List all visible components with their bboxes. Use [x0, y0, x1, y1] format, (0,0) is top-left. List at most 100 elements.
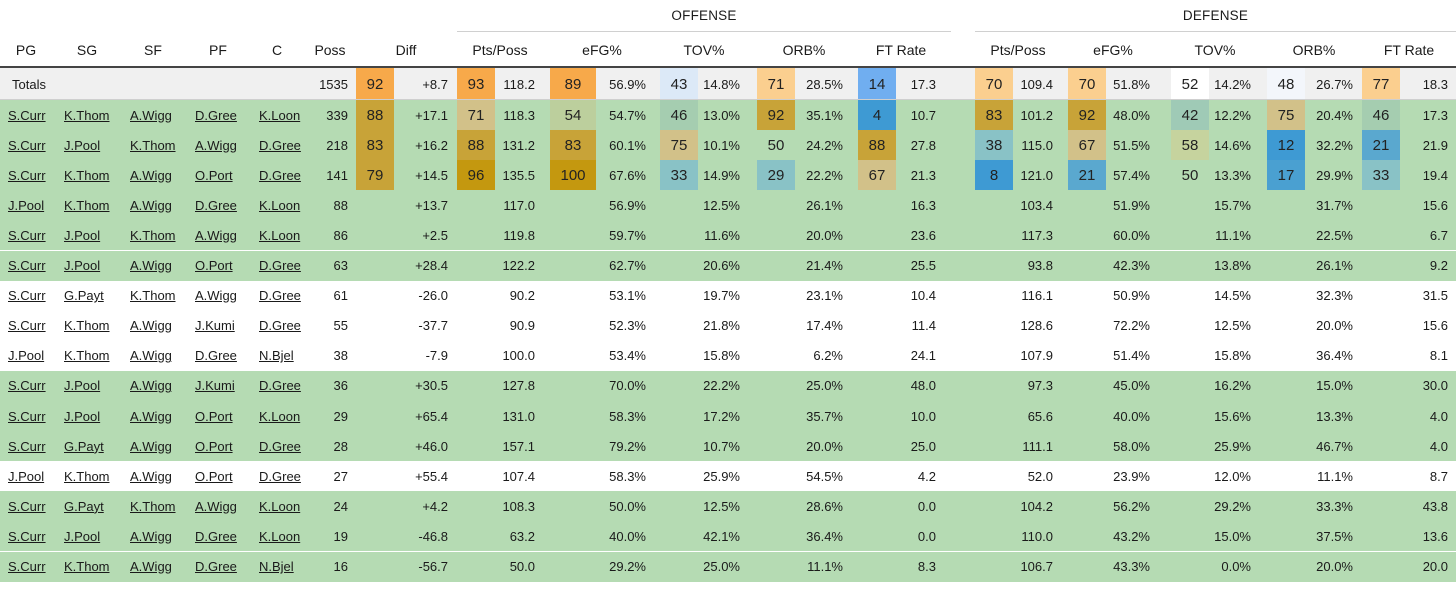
player-link[interactable]: D.Gree — [259, 468, 301, 484]
player-link[interactable]: S.Curr — [8, 498, 46, 514]
player-link[interactable]: O.Port — [195, 258, 233, 274]
player-link[interactable]: A.Wigg — [130, 107, 172, 123]
player-link[interactable]: D.Gree — [259, 288, 301, 304]
player-link[interactable]: D.Gree — [259, 258, 301, 274]
player-link[interactable]: G.Payt — [64, 438, 104, 454]
column-header-sf[interactable]: SF — [144, 42, 162, 58]
player-link[interactable]: K.Thom — [64, 559, 110, 575]
player-link[interactable]: S.Curr — [8, 528, 46, 544]
column-header-pts-poss[interactable]: Pts/Poss — [472, 42, 528, 58]
column-header-sg[interactable]: SG — [76, 42, 98, 58]
column-header-c[interactable]: C — [271, 42, 283, 58]
column-header-pg[interactable]: PG — [15, 42, 37, 58]
player-link[interactable]: J.Pool — [64, 408, 101, 424]
player-link[interactable]: A.Wigg — [195, 498, 237, 514]
column-header-efg-[interactable]: eFG% — [582, 42, 622, 58]
player-link[interactable]: A.Wigg — [130, 167, 172, 183]
player-link[interactable]: S.Curr — [8, 137, 46, 153]
player-link[interactable]: K.Thom — [130, 498, 176, 514]
column-header-pts-poss[interactable]: Pts/Poss — [990, 42, 1046, 58]
player-link[interactable]: A.Wigg — [130, 378, 172, 394]
player-link[interactable]: K.Thom — [130, 227, 176, 243]
player-link[interactable]: O.Port — [195, 438, 233, 454]
player-link[interactable]: K.Thom — [130, 137, 176, 153]
player-link[interactable]: K.Thom — [64, 167, 110, 183]
player-link[interactable]: D.Gree — [195, 559, 237, 575]
player-link[interactable]: S.Curr — [8, 167, 46, 183]
player-link[interactable]: K.Thom — [130, 288, 176, 304]
player-link[interactable]: N.Bjel — [259, 559, 294, 575]
player-link[interactable]: O.Port — [195, 408, 233, 424]
column-header-pf[interactable]: PF — [209, 42, 227, 58]
player-link[interactable]: O.Port — [195, 167, 233, 183]
column-header-poss[interactable]: Poss — [314, 42, 346, 58]
column-header-efg-[interactable]: eFG% — [1093, 42, 1133, 58]
player-link[interactable]: K.Loon — [259, 498, 301, 514]
player-link[interactable]: S.Curr — [8, 438, 46, 454]
player-link[interactable]: J.Kumi — [195, 378, 235, 394]
player-link[interactable]: A.Wigg — [130, 258, 172, 274]
player-link[interactable]: J.Pool — [64, 528, 101, 544]
player-link[interactable]: J.Pool — [64, 137, 101, 153]
player-link[interactable]: K.Thom — [64, 318, 110, 334]
player-link[interactable]: K.Loon — [259, 107, 301, 123]
player-link[interactable]: D.Gree — [259, 378, 301, 394]
column-header-diff[interactable]: Diff — [395, 42, 417, 58]
column-header-tov-[interactable]: TOV% — [683, 42, 725, 58]
player-link[interactable]: A.Wigg — [195, 137, 237, 153]
player-link[interactable]: A.Wigg — [130, 318, 172, 334]
column-header-ft-rate[interactable]: FT Rate — [875, 42, 927, 58]
player-link[interactable]: J.Pool — [8, 348, 45, 364]
player-link[interactable]: A.Wigg — [130, 438, 172, 454]
player-link[interactable]: O.Port — [195, 468, 233, 484]
player-link[interactable]: S.Curr — [8, 258, 46, 274]
player-link[interactable]: S.Curr — [8, 227, 46, 243]
player-link[interactable]: G.Payt — [64, 498, 104, 514]
totals-d_efg: 51.8% — [1113, 76, 1150, 92]
player-link[interactable]: D.Gree — [259, 318, 301, 334]
column-header-tov-[interactable]: TOV% — [1194, 42, 1236, 58]
player-link[interactable]: A.Wigg — [130, 528, 172, 544]
player-link[interactable]: A.Wigg — [130, 468, 172, 484]
column-header-ft-rate[interactable]: FT Rate — [1383, 42, 1435, 58]
o_ft-value: 0.0 — [917, 498, 936, 514]
player-link[interactable]: K.Thom — [64, 468, 110, 484]
player-link[interactable]: S.Curr — [8, 318, 46, 334]
player-link[interactable]: S.Curr — [8, 408, 46, 424]
player-link[interactable]: A.Wigg — [195, 288, 237, 304]
player-link[interactable]: G.Payt — [64, 288, 104, 304]
player-link[interactable]: K.Thom — [64, 107, 110, 123]
column-header-orb-[interactable]: ORB% — [1292, 42, 1336, 58]
player-c-cell: K.Loon — [251, 491, 303, 521]
player-link[interactable]: A.Wigg — [130, 559, 172, 575]
player-link[interactable]: D.Gree — [195, 528, 237, 544]
player-link[interactable]: K.Thom — [64, 348, 110, 364]
player-link[interactable]: J.Pool — [64, 227, 101, 243]
player-link[interactable]: D.Gree — [195, 197, 237, 213]
player-link[interactable]: J.Pool — [64, 378, 101, 394]
player-link[interactable]: A.Wigg — [130, 348, 172, 364]
player-link[interactable]: D.Gree — [259, 137, 301, 153]
player-link[interactable]: A.Wigg — [195, 227, 237, 243]
player-link[interactable]: S.Curr — [8, 559, 46, 575]
player-link[interactable]: K.Loon — [259, 528, 301, 544]
player-link[interactable]: N.Bjel — [259, 348, 294, 364]
player-link[interactable]: K.Loon — [259, 408, 301, 424]
player-link[interactable]: J.Kumi — [195, 318, 235, 334]
player-link[interactable]: D.Gree — [259, 167, 301, 183]
player-link[interactable]: D.Gree — [195, 348, 237, 364]
player-link[interactable]: D.Gree — [259, 438, 301, 454]
player-link[interactable]: D.Gree — [195, 107, 237, 123]
player-link[interactable]: K.Thom — [64, 197, 110, 213]
player-link[interactable]: K.Loon — [259, 197, 301, 213]
player-link[interactable]: S.Curr — [8, 378, 46, 394]
player-link[interactable]: K.Loon — [259, 227, 301, 243]
player-link[interactable]: J.Pool — [64, 258, 101, 274]
player-link[interactable]: J.Pool — [8, 468, 45, 484]
player-link[interactable]: S.Curr — [8, 288, 46, 304]
player-link[interactable]: A.Wigg — [130, 197, 172, 213]
player-link[interactable]: J.Pool — [8, 197, 45, 213]
player-link[interactable]: A.Wigg — [130, 408, 172, 424]
player-link[interactable]: S.Curr — [8, 107, 46, 123]
column-header-orb-[interactable]: ORB% — [782, 42, 826, 58]
